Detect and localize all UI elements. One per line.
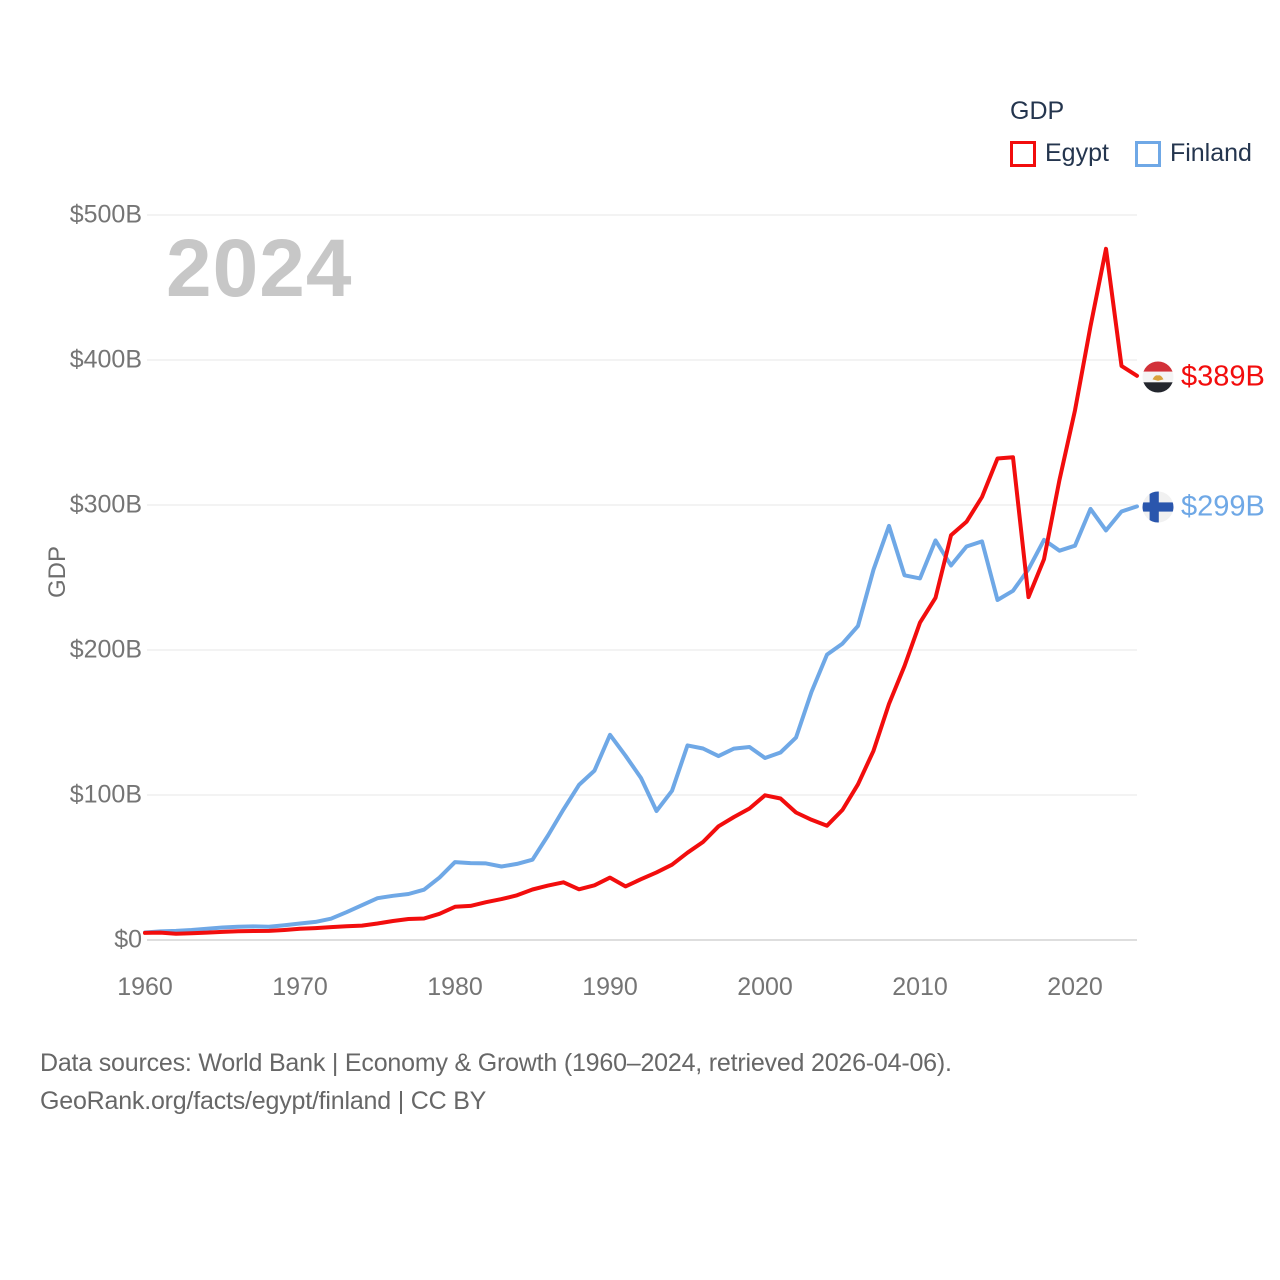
x-tick-label: 1970 — [272, 973, 328, 1001]
y-tick-label: $0 — [114, 925, 142, 954]
finland-line — [143, 504, 1139, 935]
footer-sources-line: Data sources: World Bank | Economy & Gro… — [40, 1049, 952, 1077]
legend-title: GDP — [1010, 97, 1065, 125]
y-tick-label: $500B — [69, 200, 142, 229]
finland-swatch — [1134, 140, 1161, 167]
x-tick-label: 2010 — [892, 973, 948, 1001]
y-tick-label: $400B — [69, 345, 142, 374]
gridlines — [147, 214, 1137, 941]
y-tick-label: $100B — [69, 780, 142, 809]
x-tick-label: 1980 — [427, 973, 483, 1001]
x-tick-label: 2020 — [1047, 973, 1103, 1001]
legend: GDP Egypt Finland — [1010, 97, 1252, 168]
footer-attribution-line: GeoRank.org/facts/egypt/finland | CC BY — [40, 1087, 487, 1115]
finland-flag-icon — [1142, 491, 1174, 523]
y-tick-label: $200B — [69, 635, 142, 664]
series-lines — [143, 246, 1139, 936]
x-tick-label: 1960 — [117, 973, 173, 1001]
egypt-flag-icon — [1142, 361, 1174, 393]
x-tick-label: 1990 — [582, 973, 638, 1001]
finland-end-value: $299B — [1181, 490, 1265, 523]
y-axis-title: GDP — [44, 545, 71, 599]
watermark-year: 2024 — [166, 223, 353, 314]
legend-item-egypt[interactable]: Egypt — [1010, 139, 1109, 168]
y-tick-label: $300B — [69, 490, 142, 519]
x-tick-label: 2000 — [737, 973, 793, 1001]
legend-item-finland[interactable]: Finland — [1134, 139, 1252, 168]
footer: Data sources: World Bank | Economy & Gro… — [40, 1044, 952, 1120]
legend-item-label: Finland — [1169, 139, 1252, 167]
egypt-line — [143, 246, 1139, 936]
legend-item-label: Egypt — [1045, 139, 1109, 167]
egypt-swatch — [1010, 140, 1036, 167]
egypt-end-value: $389B — [1181, 360, 1265, 393]
